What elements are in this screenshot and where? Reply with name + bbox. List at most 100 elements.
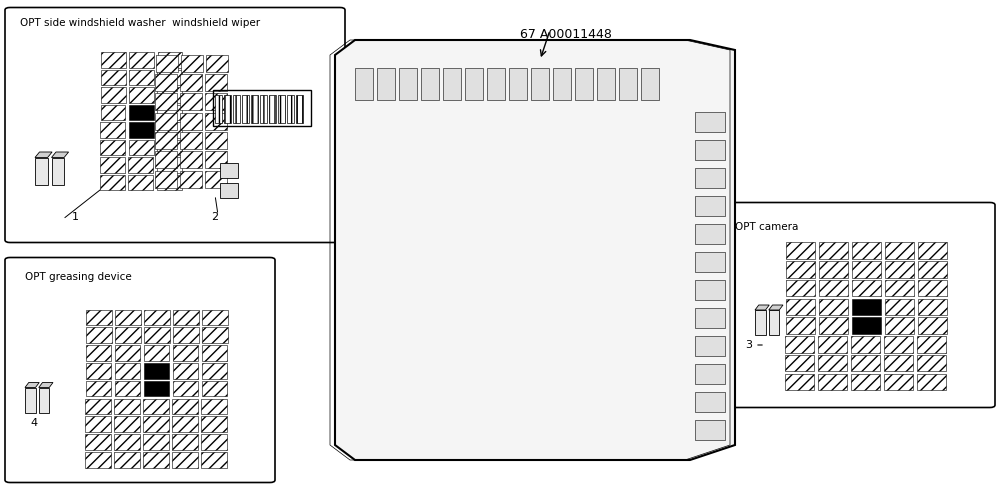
Polygon shape [387, 203, 422, 225]
Polygon shape [205, 151, 227, 168]
Polygon shape [467, 153, 503, 175]
Polygon shape [667, 357, 701, 377]
Polygon shape [347, 203, 382, 225]
Polygon shape [547, 203, 582, 225]
Bar [509, 68, 527, 100]
Polygon shape [115, 380, 140, 396]
Polygon shape [518, 128, 551, 148]
Polygon shape [555, 220, 588, 240]
Polygon shape [425, 328, 460, 350]
Polygon shape [786, 298, 815, 315]
Polygon shape [180, 74, 202, 91]
Bar [220, 162, 238, 178]
Polygon shape [85, 434, 111, 450]
Polygon shape [386, 253, 421, 275]
Polygon shape [201, 416, 227, 432]
Polygon shape [786, 242, 815, 259]
Polygon shape [86, 345, 111, 361]
Polygon shape [115, 363, 140, 378]
Polygon shape [205, 170, 227, 188]
Polygon shape [39, 388, 49, 412]
Polygon shape [885, 242, 914, 259]
Polygon shape [144, 345, 169, 361]
Polygon shape [818, 336, 847, 352]
Polygon shape [818, 355, 847, 371]
Polygon shape [627, 153, 663, 175]
Polygon shape [591, 357, 625, 377]
Polygon shape [545, 328, 580, 350]
Polygon shape [347, 228, 382, 250]
Polygon shape [173, 380, 198, 396]
Polygon shape [631, 150, 665, 171]
Polygon shape [157, 87, 182, 102]
Polygon shape [517, 196, 550, 216]
Polygon shape [115, 310, 141, 326]
Polygon shape [587, 178, 622, 200]
Polygon shape [628, 128, 663, 150]
Polygon shape [786, 280, 815, 296]
Polygon shape [516, 311, 549, 331]
Polygon shape [427, 178, 462, 200]
Polygon shape [101, 104, 125, 120]
Bar [220, 182, 238, 198]
Polygon shape [884, 355, 913, 371]
Polygon shape [101, 70, 126, 85]
Polygon shape [819, 242, 848, 259]
Polygon shape [586, 303, 621, 325]
Polygon shape [554, 288, 587, 308]
Polygon shape [852, 317, 881, 334]
Polygon shape [155, 94, 177, 110]
Polygon shape [555, 150, 589, 171]
Polygon shape [155, 74, 177, 91]
Polygon shape [425, 353, 460, 375]
Polygon shape [346, 253, 381, 275]
Bar [695, 196, 725, 216]
Polygon shape [115, 328, 141, 343]
Bar [531, 68, 549, 100]
Bar [269, 95, 276, 122]
Polygon shape [585, 328, 620, 350]
Polygon shape [554, 311, 587, 331]
Polygon shape [626, 228, 662, 250]
Polygon shape [155, 132, 177, 149]
Polygon shape [335, 40, 735, 460]
Polygon shape [515, 334, 549, 354]
Polygon shape [769, 305, 783, 310]
Polygon shape [52, 152, 69, 158]
Polygon shape [555, 174, 588, 194]
Polygon shape [669, 220, 702, 240]
Polygon shape [852, 298, 881, 315]
Polygon shape [129, 87, 154, 102]
Polygon shape [386, 278, 421, 300]
Polygon shape [385, 328, 420, 350]
Polygon shape [157, 70, 182, 85]
Polygon shape [144, 328, 170, 343]
Polygon shape [632, 128, 665, 148]
FancyBboxPatch shape [725, 202, 995, 408]
Polygon shape [668, 265, 702, 285]
Polygon shape [466, 228, 502, 250]
Polygon shape [128, 174, 153, 190]
Polygon shape [785, 355, 814, 371]
Bar [695, 168, 725, 188]
Polygon shape [586, 253, 621, 275]
Polygon shape [786, 261, 815, 278]
Polygon shape [884, 336, 913, 352]
Polygon shape [668, 288, 701, 308]
Bar [465, 68, 483, 100]
Polygon shape [516, 288, 549, 308]
Bar [641, 68, 659, 100]
Polygon shape [157, 174, 182, 190]
Polygon shape [387, 153, 423, 175]
Text: 67 A00011448: 67 A00011448 [520, 28, 612, 40]
Polygon shape [851, 355, 880, 371]
Polygon shape [548, 128, 583, 150]
Polygon shape [155, 170, 177, 188]
Polygon shape [592, 242, 626, 262]
Polygon shape [630, 288, 663, 308]
Polygon shape [593, 150, 627, 171]
Bar [224, 95, 231, 122]
Polygon shape [545, 353, 580, 375]
Polygon shape [347, 178, 382, 200]
Polygon shape [669, 174, 702, 194]
